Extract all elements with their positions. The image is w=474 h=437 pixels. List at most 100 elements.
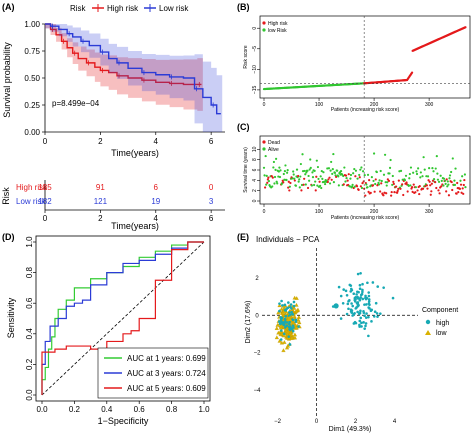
survival-point-alive bbox=[439, 174, 442, 177]
km-y-tick-label: 0.00 bbox=[24, 128, 40, 137]
survival-point-alive bbox=[436, 178, 440, 181]
survival-point-alive bbox=[275, 180, 278, 183]
survival-point-alive bbox=[388, 166, 392, 169]
survival-point-dead bbox=[266, 178, 269, 181]
survival-point-alive bbox=[409, 184, 412, 187]
survival-point-dead bbox=[412, 183, 415, 186]
survival-x-tick-label: 200 bbox=[370, 209, 379, 215]
survival-point-dead bbox=[460, 191, 463, 194]
panel-c-label: (C) bbox=[237, 122, 250, 132]
pca-y-label: Dim2 (17.6%) bbox=[245, 301, 252, 344]
survival-point-alive bbox=[277, 170, 280, 173]
survival-x-tick-label: 0 bbox=[263, 209, 266, 215]
survival-x-label: Patients (increasing risk score) bbox=[331, 215, 400, 221]
survival-point-alive bbox=[419, 171, 422, 174]
survival-point-dead bbox=[445, 178, 448, 181]
pca-point-high bbox=[287, 322, 291, 326]
survival-point-alive bbox=[454, 167, 457, 170]
pca-point-low bbox=[292, 335, 297, 340]
survival-point-dead bbox=[402, 193, 405, 197]
survival-point-dead bbox=[328, 176, 331, 179]
pca-point-high bbox=[282, 323, 285, 327]
survival-point-dead bbox=[282, 181, 285, 184]
pca-point-low bbox=[278, 324, 283, 328]
survival-y-tick-label: 2 bbox=[252, 189, 258, 192]
riskscore-y-tick-label: −10 bbox=[252, 65, 258, 74]
pca-point-high bbox=[280, 299, 283, 303]
pca-point-high bbox=[290, 327, 294, 331]
survival-point-alive bbox=[275, 157, 278, 160]
survival-point-dead bbox=[327, 178, 330, 181]
survival-point-dead bbox=[392, 182, 395, 186]
pca-legend-high: high bbox=[436, 320, 449, 327]
survival-point-dead bbox=[438, 192, 441, 195]
survival-point-alive bbox=[297, 180, 300, 183]
pca-point-high bbox=[285, 321, 289, 324]
survival-point-alive bbox=[351, 183, 354, 186]
panel-c: (C) 0 2 4 6 8 10 0 100 200 300 Survival time (ye… bbox=[237, 122, 471, 221]
pca-y-tick-label: −2 bbox=[254, 351, 262, 357]
survival-point-alive bbox=[286, 171, 289, 174]
pca-point-low bbox=[279, 340, 284, 345]
survival-point-dead bbox=[414, 191, 417, 194]
survival-point-alive bbox=[292, 170, 295, 173]
riskscore-x-tick-label: 0 bbox=[263, 102, 266, 108]
survival-point-alive bbox=[304, 173, 307, 176]
pca-point-low bbox=[294, 309, 299, 313]
survival-point-dead bbox=[383, 191, 386, 194]
survival-point-alive bbox=[432, 178, 436, 181]
risk-row-low-label: Low risk bbox=[16, 197, 46, 206]
survival-point-alive bbox=[323, 180, 326, 183]
pca-point-high bbox=[279, 316, 282, 319]
pca-point-high bbox=[366, 281, 369, 285]
survival-point-alive bbox=[349, 173, 353, 177]
pca-point-high bbox=[279, 318, 283, 321]
pca-point-low bbox=[281, 348, 286, 353]
roc-diagonal bbox=[41, 241, 205, 396]
survival-point-alive bbox=[425, 175, 428, 178]
survival-point-alive bbox=[448, 177, 451, 180]
survival-point-alive bbox=[298, 186, 301, 189]
survival-point-dead bbox=[267, 176, 270, 179]
survival-point-dead bbox=[459, 183, 463, 186]
survival-point-dead bbox=[289, 181, 292, 185]
pca-point-high bbox=[291, 312, 295, 316]
survival-point-alive bbox=[282, 172, 285, 176]
pca-point-low bbox=[289, 336, 294, 340]
survival-point-alive bbox=[370, 176, 373, 179]
pca-point-high bbox=[284, 314, 288, 318]
survival-point-alive bbox=[300, 183, 304, 187]
roc-curve-3y bbox=[41, 241, 204, 395]
survival-point-dead bbox=[293, 179, 296, 182]
pca-point-high bbox=[367, 302, 371, 305]
survival-point-dead bbox=[455, 192, 458, 195]
pca-point-high bbox=[288, 343, 292, 346]
pca-point-high bbox=[283, 326, 287, 329]
survival-point-alive bbox=[431, 167, 434, 170]
pca-point-high bbox=[339, 317, 343, 320]
survival-point-dead bbox=[456, 181, 459, 185]
survival-point-dead bbox=[287, 180, 290, 183]
survival-point-alive bbox=[298, 178, 301, 181]
survival-point-alive bbox=[330, 160, 333, 164]
pca-point-high bbox=[364, 322, 368, 325]
roc-legend: AUC at 1 years: 0.699 AUC at 3 years: 0.… bbox=[97, 347, 209, 399]
survival-point-alive bbox=[350, 185, 354, 188]
risk-table-cells: 185 182 91 121 6 19 0 3 bbox=[38, 183, 214, 206]
roc-y-tick-label: 0.6 bbox=[25, 297, 34, 309]
survival-point-dead bbox=[401, 183, 404, 186]
survival-point-dead bbox=[364, 194, 367, 197]
survival-plot-area bbox=[262, 136, 467, 204]
survival-point-dead bbox=[393, 191, 396, 194]
survival-x-ticks: 0 100 200 300 bbox=[263, 204, 434, 215]
pca-point-high bbox=[370, 308, 374, 312]
survival-point-alive bbox=[375, 170, 378, 174]
survival-point-dead bbox=[418, 184, 421, 188]
survival-point-alive bbox=[262, 166, 266, 169]
survival-point-alive bbox=[358, 173, 361, 177]
survival-point-alive bbox=[464, 186, 467, 189]
survival-point-dead bbox=[379, 190, 382, 193]
roc-y-label: Sensitivity bbox=[6, 297, 16, 338]
pca-point-high bbox=[280, 329, 283, 332]
